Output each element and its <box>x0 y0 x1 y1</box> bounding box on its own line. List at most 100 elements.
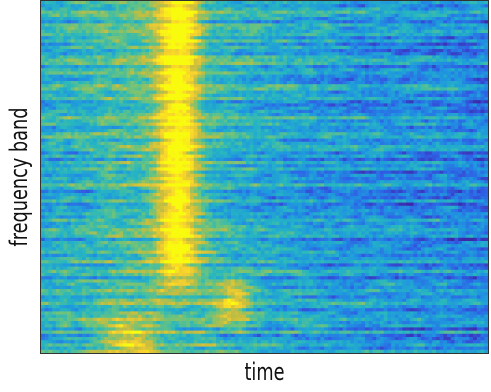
heatmap-cell <box>182 26 187 31</box>
heatmap-cell <box>257 36 262 40</box>
heatmap-cell <box>197 33 202 37</box>
heatmap-cell <box>234 23 240 28</box>
heatmap-cell <box>93 7 98 12</box>
heatmap-cell <box>59 4 64 8</box>
heatmap-cell <box>435 42 441 47</box>
heatmap-cell <box>141 1 146 5</box>
heatmap-cell <box>208 4 213 8</box>
heatmap-cell <box>156 17 161 21</box>
heatmap-cell <box>353 20 359 24</box>
heatmap-cell <box>149 17 154 21</box>
heatmap-cell <box>406 10 411 15</box>
heatmap-cell <box>111 36 117 40</box>
heatmap-cell <box>357 26 362 31</box>
heatmap-cell <box>376 42 381 47</box>
heatmap-cell <box>48 10 53 15</box>
heatmap-cell <box>119 10 124 15</box>
heatmap-cell <box>279 17 284 21</box>
heatmap-cell <box>230 29 236 34</box>
heatmap-cell <box>81 55 87 60</box>
heatmap-cell <box>484 42 488 47</box>
heatmap-cell <box>67 1 72 5</box>
heatmap-cell <box>175 4 180 8</box>
heatmap-cell <box>264 4 269 8</box>
heatmap-cell <box>63 1 68 5</box>
heatmap-cell <box>305 33 310 37</box>
heatmap-cell <box>461 33 467 37</box>
heatmap-cell <box>122 33 128 37</box>
heatmap-cell <box>350 1 355 5</box>
heatmap-cell <box>41 55 46 60</box>
heatmap-cell <box>55 29 61 34</box>
heatmap-cell <box>52 4 57 8</box>
heatmap-cell <box>327 4 333 8</box>
heatmap-cell <box>175 42 180 47</box>
heatmap-cell <box>268 45 273 50</box>
heatmap-cell <box>432 42 437 47</box>
heatmap-cell <box>301 45 307 50</box>
heatmap-cell <box>327 55 333 60</box>
heatmap-cell <box>443 13 448 18</box>
heatmap-cell <box>100 17 105 21</box>
heatmap-cell <box>335 20 340 24</box>
heatmap-cell <box>227 1 232 5</box>
heatmap-cell <box>186 10 191 15</box>
heatmap-cell <box>204 55 210 60</box>
heatmap-cell <box>89 49 94 53</box>
heatmap-cell <box>160 10 165 15</box>
heatmap-cell <box>108 26 113 31</box>
heatmap-cell <box>227 17 232 21</box>
heatmap-cell <box>122 17 128 21</box>
heatmap-cell <box>126 52 131 56</box>
heatmap-cell <box>447 7 452 12</box>
heatmap-cell <box>279 4 284 8</box>
heatmap-cell <box>305 13 310 18</box>
heatmap-cell <box>428 45 433 50</box>
heatmap-cell <box>100 36 105 40</box>
heatmap-cell <box>383 26 389 31</box>
heatmap-cell <box>290 20 295 24</box>
heatmap-cell <box>160 29 165 34</box>
heatmap-cell <box>368 39 374 44</box>
heatmap-cell <box>383 55 389 60</box>
heatmap-cell <box>342 4 348 8</box>
heatmap-cell <box>290 4 295 8</box>
heatmap-cell <box>353 55 359 60</box>
heatmap-cell <box>309 45 314 50</box>
heatmap-cell <box>279 33 284 37</box>
heatmap-cell <box>346 49 351 53</box>
heatmap-cell <box>465 36 470 40</box>
heatmap-cell <box>122 49 128 53</box>
heatmap-cell <box>59 20 64 24</box>
heatmap-cell <box>130 45 135 50</box>
heatmap-cell <box>368 23 374 28</box>
heatmap-cell <box>74 17 79 21</box>
heatmap-cell <box>145 36 150 40</box>
heatmap-cell <box>227 7 232 12</box>
heatmap-cell <box>130 36 135 40</box>
heatmap-cell <box>357 49 362 53</box>
heatmap-cell <box>290 33 295 37</box>
heatmap-cell <box>111 7 117 12</box>
heatmap-cell <box>301 4 307 8</box>
heatmap-cell <box>108 45 113 50</box>
heatmap-cell <box>257 55 262 60</box>
heatmap-cell <box>469 33 474 37</box>
heatmap-cell <box>350 7 355 12</box>
heatmap-cell <box>93 52 98 56</box>
heatmap-cell <box>190 1 195 5</box>
heatmap-cell <box>294 10 299 15</box>
heatmap-cell <box>89 1 94 5</box>
heatmap-cell <box>249 36 254 40</box>
heatmap-cell <box>387 13 392 18</box>
heatmap-cell <box>268 39 273 44</box>
heatmap-cell <box>484 36 488 40</box>
heatmap-cell <box>96 20 102 24</box>
heatmap-cell <box>163 4 169 8</box>
heatmap-cell <box>171 45 176 50</box>
heatmap-cell <box>484 4 488 8</box>
heatmap-cell <box>193 4 199 8</box>
heatmap-cell <box>286 17 292 21</box>
heatmap-cell <box>365 10 370 15</box>
heatmap-cell <box>379 36 385 40</box>
